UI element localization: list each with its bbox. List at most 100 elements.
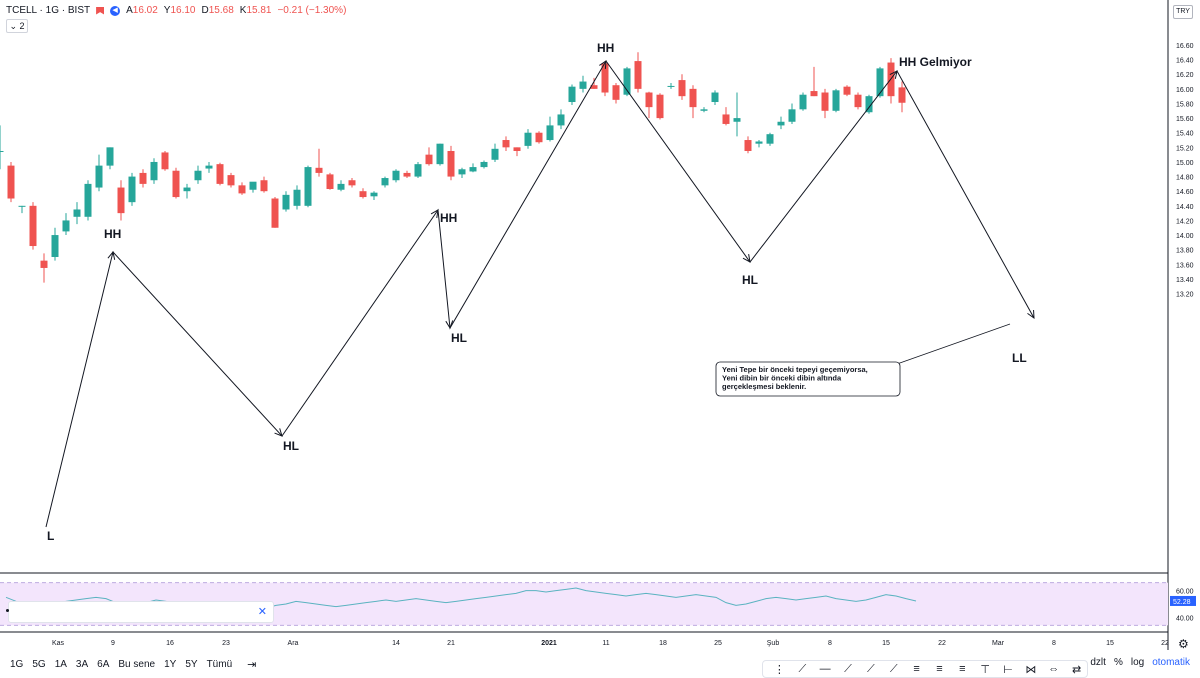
scale-control-button[interactable]: otomatik	[1152, 657, 1190, 668]
drawing-tool-icon[interactable]: ⇄	[1071, 663, 1082, 676]
scale-control-button[interactable]: %	[1113, 657, 1123, 668]
candle-body	[645, 92, 653, 108]
price-tick-label: 15.60	[1176, 116, 1194, 123]
callout-text: Yeni dibin bir önceki dibin altında	[722, 374, 842, 383]
candle	[249, 181, 257, 193]
scale-control-button[interactable]: log	[1130, 657, 1145, 668]
swing-label: HH	[104, 227, 121, 241]
candle	[216, 162, 224, 186]
drawing-tool-icon[interactable]: ⋈	[1025, 663, 1037, 676]
candle	[447, 145, 455, 181]
rsi-line	[5, 587, 917, 609]
ohlc-low: D15.68	[201, 5, 234, 16]
candle-body	[469, 167, 477, 172]
chart-header: TCELL · 1G · BIST ◀ A16.02 Y16.10 D15.68…	[6, 5, 346, 16]
candle-body	[546, 125, 554, 141]
candle	[194, 165, 202, 184]
drawing-toolbar: ⋮ ⟋ — ⟋ ⟋ ⟋ ≡ ≡ ≡ ⊤ ⊢ ⋈ ⇔ ⇄	[762, 660, 1088, 678]
candle-body	[711, 92, 719, 103]
candle-body	[73, 209, 81, 217]
currency-badge[interactable]: TRY	[1173, 5, 1193, 19]
candle-body	[623, 68, 631, 95]
indicator-legend: ✕	[6, 601, 274, 623]
candle	[535, 131, 543, 144]
candle-body	[326, 174, 334, 190]
swing-label: HL	[742, 273, 758, 287]
trend-lines[interactable]: Yeni Tepe bir önceki tepeyi geçemiyorsa,…	[45, 60, 1035, 528]
candle	[271, 197, 279, 228]
candle	[128, 172, 136, 206]
candle	[854, 92, 862, 110]
candle	[777, 116, 785, 130]
time-tick-label: 14	[392, 640, 400, 647]
drawing-tool-icon[interactable]: ⟋	[867, 662, 875, 675]
candle-body	[392, 170, 400, 181]
candle	[7, 161, 15, 203]
candle-body	[766, 134, 774, 144]
ohlc-open: A16.02	[126, 5, 158, 16]
timeframe-button[interactable]: 5Y	[185, 659, 198, 670]
timeframe-button[interactable]: Tümü	[206, 659, 233, 670]
drawing-tool-icon[interactable]: ≡	[936, 663, 943, 675]
rsi-tick-label: 60.00	[1176, 589, 1194, 596]
timeframe-button[interactable]: 3A	[75, 659, 89, 670]
candle	[40, 253, 48, 283]
candle	[392, 169, 400, 183]
timeframe-button[interactable]: 1G	[10, 659, 24, 670]
candle	[590, 77, 598, 89]
candle-body	[678, 80, 686, 97]
timeframe-button[interactable]: 1Y	[164, 659, 177, 670]
candle	[546, 116, 554, 142]
drawing-tool-icon[interactable]: ≡	[913, 663, 920, 675]
candle	[29, 202, 37, 250]
symbol-title[interactable]: TCELL · 1G · BIST	[6, 5, 91, 16]
arrowhead	[1027, 309, 1035, 320]
candle	[623, 66, 631, 97]
calendar-goto-icon[interactable]: ⇥	[247, 659, 257, 671]
drawing-tool-icon[interactable]: ⊢	[1003, 663, 1013, 676]
drawing-tool-icon[interactable]: ⋮	[773, 663, 785, 676]
drawing-tool-icon[interactable]: ⟋	[798, 662, 807, 675]
candle-body	[733, 118, 741, 122]
drawing-tool-icon[interactable]: —	[819, 663, 831, 675]
collapse-indicators-button[interactable]: ⌄ 2	[6, 19, 28, 33]
zigzag-line[interactable]	[45, 60, 1035, 528]
candle-body	[799, 94, 807, 110]
candle	[348, 178, 356, 188]
scale-control-button[interactable]: dzlt	[1090, 657, 1106, 668]
candle-body	[436, 143, 444, 165]
candle	[315, 148, 323, 177]
candle-body	[491, 148, 499, 160]
timeframe-button[interactable]: Bu sene	[118, 659, 156, 670]
gear-icon[interactable]: ⚙	[1178, 637, 1189, 651]
drawing-tool-icon[interactable]: ⟋	[844, 662, 852, 675]
candle-body	[29, 205, 37, 247]
arrowhead	[599, 60, 607, 70]
close-icon[interactable]: ✕	[257, 606, 267, 618]
timeframe-button[interactable]: 1A	[54, 659, 67, 670]
candle-body	[315, 167, 323, 173]
timeframe-button[interactable]: 5G	[32, 659, 46, 670]
candle	[810, 66, 818, 97]
candle-body	[271, 198, 279, 228]
candle	[689, 85, 697, 119]
candle-body	[513, 147, 521, 151]
price-axis[interactable]: 16.60 16.40 16.20 16.00 15.80 15.60 15.40 15.20…	[0, 0, 1194, 650]
time-tick-label: 2021	[541, 640, 557, 647]
time-axis[interactable]: Kas 9 16 23 Ara 14 21 2021 11 18 25 Şub 8 15 22 Mar 8 15 2…	[52, 640, 1169, 647]
drawing-tool-icon[interactable]: ⊤	[980, 663, 990, 676]
candle	[744, 136, 752, 154]
price-tick-label: 15.80	[1176, 101, 1194, 108]
flag-icon[interactable]	[96, 6, 105, 15]
drawing-tool-icon[interactable]: ≡	[959, 663, 966, 675]
drawing-tool-icon[interactable]: ⟋	[889, 662, 898, 675]
candle-body	[579, 81, 587, 89]
drawing-tool-icon[interactable]: ⇔	[1048, 663, 1060, 675]
candle-body	[161, 152, 169, 170]
candle	[579, 75, 587, 93]
callout-box[interactable]	[715, 361, 901, 397]
candle-body	[865, 96, 873, 113]
timeframe-button[interactable]: 6A	[97, 659, 110, 670]
candle	[843, 85, 851, 97]
